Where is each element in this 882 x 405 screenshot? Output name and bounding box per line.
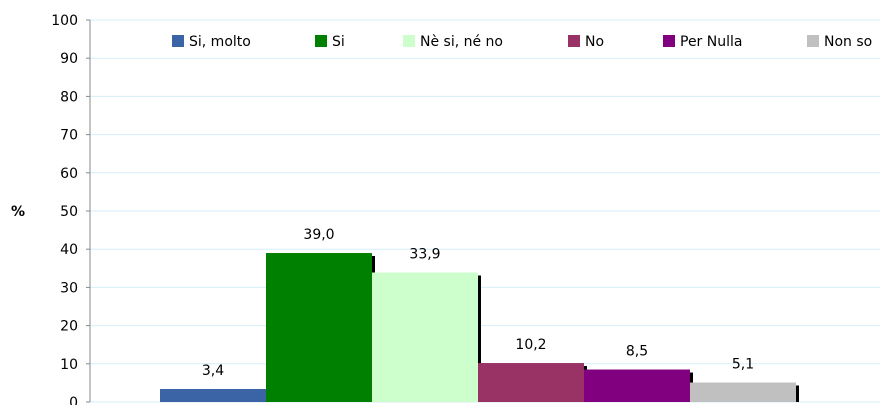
- y-tick-label-10: 10: [60, 357, 78, 373]
- bar-0: [160, 389, 266, 402]
- y-tick-label-50: 50: [60, 204, 78, 220]
- data-label-5: 5,1: [732, 357, 754, 373]
- legend-label-1: Si: [332, 34, 345, 50]
- legend-label-3: No: [585, 34, 604, 50]
- legend-swatch-3: [568, 35, 580, 47]
- bar-1: [266, 253, 372, 402]
- bar-5: [690, 382, 796, 402]
- y-tick-label-90: 90: [60, 51, 78, 67]
- y-tick-label-100: 100: [51, 13, 78, 29]
- y-tick-label-0: 0: [69, 395, 78, 405]
- y-tick-label-30: 30: [60, 280, 78, 296]
- legend-swatch-1: [315, 35, 327, 47]
- legend-swatch-4: [663, 35, 675, 47]
- bar-2: [372, 272, 478, 402]
- data-label-0: 3,4: [202, 363, 224, 379]
- y-tick-label-20: 20: [60, 319, 78, 335]
- data-label-4: 8,5: [626, 344, 648, 360]
- y-tick-label-40: 40: [60, 242, 78, 258]
- legend-swatch-5: [807, 35, 819, 47]
- legend-label-4: Per Nulla: [680, 34, 742, 50]
- legend-label-2: Nè si, né no: [420, 34, 503, 50]
- legend-label-5: Non so: [824, 34, 872, 50]
- y-tick-label-80: 80: [60, 89, 78, 105]
- data-label-3: 10,2: [515, 337, 546, 353]
- y-axis-label: %: [11, 204, 25, 220]
- legend-swatch-0: [172, 35, 184, 47]
- y-axis-ticks: 0 10 20 30 40 50 60 70 80 90 100: [51, 13, 90, 405]
- data-labels: 3,4 39,0 33,9 10,2 8,5 5,1: [202, 227, 754, 379]
- bars: [160, 253, 799, 402]
- y-tick-label-60: 60: [60, 166, 78, 182]
- bar-4: [584, 369, 690, 402]
- data-label-2: 33,9: [409, 247, 440, 263]
- gridlines: [90, 19, 880, 403]
- data-label-1: 39,0: [303, 227, 334, 243]
- legend-swatch-2: [403, 35, 415, 47]
- legend-label-0: Si, molto: [189, 34, 251, 50]
- legend: Si, molto Si Nè si, né no No Per Nulla Non so: [172, 34, 872, 50]
- bar-3: [478, 363, 584, 402]
- y-tick-label-70: 70: [60, 128, 78, 144]
